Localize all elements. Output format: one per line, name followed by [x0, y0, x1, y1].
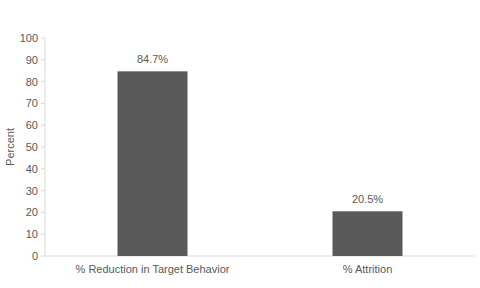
x-axis [45, 256, 475, 257]
y-tick [41, 212, 45, 213]
page: {"chart_data": {"type": "bar", "y_label"… [0, 0, 480, 288]
y-tick [41, 168, 45, 169]
data-label: 20.5% [352, 193, 383, 205]
bar [333, 211, 403, 256]
y-tick [41, 81, 45, 82]
y-tick-label: 40 [26, 163, 38, 175]
x-tick-label: % Attrition [343, 263, 393, 275]
y-tick [41, 256, 45, 257]
y-tick-label: 80 [26, 76, 38, 88]
y-tick-label: 50 [26, 141, 38, 153]
bar [118, 71, 188, 256]
y-tick-label: 90 [26, 54, 38, 66]
y-axis-label: Percent [4, 128, 16, 166]
y-axis [45, 38, 46, 256]
y-tick-label: 70 [26, 97, 38, 109]
y-tick-label: 100 [20, 32, 38, 44]
y-tick-label: 0 [32, 250, 38, 262]
x-tick-label: % Reduction in Target Behavior [76, 263, 230, 275]
bars [118, 71, 403, 256]
y-tick [41, 147, 45, 148]
y-tick-label: 20 [26, 206, 38, 218]
y-tick-label: 60 [26, 119, 38, 131]
y-tick [41, 190, 45, 191]
y-tick [41, 234, 45, 235]
data-label: 84.7% [137, 53, 168, 65]
y-tick [41, 59, 45, 60]
y-tick [41, 125, 45, 126]
chart: 0 10 20 30 40 50 60 70 80 90 100 Percent 84.7% % Redu… [0, 0, 480, 288]
y-tick-label: 10 [26, 228, 38, 240]
y-tick [41, 103, 45, 104]
y-tick [41, 38, 45, 39]
y-tick-label: 30 [26, 185, 38, 197]
